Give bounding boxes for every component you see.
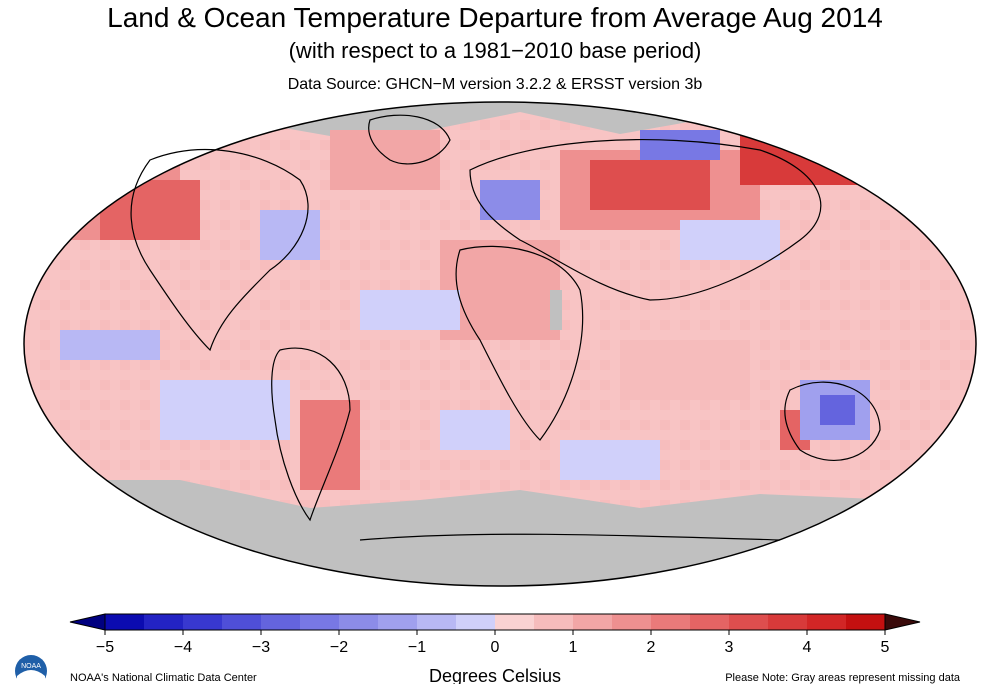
cool-southern-indian — [560, 440, 660, 480]
greenland-outline — [368, 114, 451, 165]
cool-tropical-pacific — [60, 330, 160, 360]
map-subtitle: (with respect to a 1981−2010 base period… — [288, 38, 702, 63]
legend-swatch — [339, 614, 379, 630]
legend-tick-label: −5 — [96, 639, 114, 656]
legend-tick-label: −2 — [330, 639, 348, 656]
legend-tick-label: 0 — [491, 639, 500, 656]
legend-swatch — [612, 614, 652, 630]
legend-swatch — [807, 614, 847, 630]
warm-indian-ocean — [620, 340, 750, 400]
cool-australia-core — [820, 395, 855, 425]
globe-border — [23, 101, 977, 587]
cool-europe — [480, 180, 540, 220]
cool-tropical-atlantic — [360, 290, 460, 330]
anomaly-field — [24, 102, 976, 586]
cool-south-pacific — [160, 380, 290, 440]
australia-outline — [784, 381, 881, 461]
legend-swatch — [729, 614, 769, 630]
footer-note: Please Note: Gray areas represent missin… — [725, 672, 960, 684]
legend-max-arrow — [884, 613, 921, 631]
legend-swatch — [846, 614, 886, 630]
legend-swatch — [378, 614, 418, 630]
noaa-logo-icon: NOAA — [15, 655, 47, 684]
map-title: Land & Ocean Temperature Departure from … — [107, 2, 883, 33]
legend-swatch — [651, 614, 691, 630]
antarctica-coastline — [359, 533, 781, 541]
warm-south-america — [300, 400, 360, 490]
eurasia-outline — [469, 139, 822, 301]
legend-swatch — [144, 614, 184, 630]
africa-outline — [455, 245, 584, 441]
warm-ne-pacific-core — [100, 180, 200, 240]
legend-ticks: −5 −4 −3 −2 −1 0 1 2 3 4 5 — [96, 630, 890, 656]
cool-south-atlantic — [440, 410, 510, 450]
warm-siberia-core — [590, 160, 710, 210]
legend-swatch — [690, 614, 730, 630]
cool-china — [680, 220, 780, 260]
legend-swatch — [768, 614, 808, 630]
legend-tick-label: 2 — [647, 639, 656, 656]
warm-east-siberia — [740, 135, 860, 185]
legend-swatch — [222, 614, 262, 630]
world-map — [23, 101, 977, 587]
legend-tick-label: −1 — [408, 639, 426, 656]
legend-swatch — [417, 614, 457, 630]
cool-north-russia — [640, 130, 720, 160]
color-legend: −5 −4 −3 −2 −1 0 1 2 3 4 5 — [69, 613, 921, 656]
legend-segments — [69, 613, 921, 631]
warm-north-atlantic — [330, 130, 440, 190]
legend-tick-label: 1 — [569, 639, 578, 656]
data-source: Data Source: GHCN−M version 3.2.2 & ERSS… — [287, 76, 703, 93]
north-america-outline — [130, 149, 309, 352]
legend-tick-label: 5 — [881, 639, 890, 656]
legend-min-arrow — [69, 613, 106, 631]
missing-central-africa — [550, 290, 562, 330]
missing-antarctic — [40, 480, 960, 586]
legend-swatch — [534, 614, 574, 630]
legend-tick-label: −4 — [174, 639, 192, 656]
legend-swatch — [300, 614, 340, 630]
legend-swatch — [573, 614, 613, 630]
legend-swatch — [105, 614, 145, 630]
legend-units: Degrees Celsius — [428, 666, 562, 684]
legend-swatch — [261, 614, 301, 630]
footer-credit: NOAA's National Climatic Data Center — [70, 672, 257, 684]
legend-swatch — [183, 614, 223, 630]
legend-tick-label: −3 — [252, 639, 270, 656]
continent-outlines — [130, 114, 881, 541]
legend-swatch — [495, 614, 535, 630]
logo-text: NOAA — [21, 663, 41, 670]
legend-tick-label: 4 — [803, 639, 812, 656]
legend-swatch — [456, 614, 496, 630]
legend-tick-label: 3 — [725, 639, 734, 656]
south-america-outline — [271, 347, 351, 522]
